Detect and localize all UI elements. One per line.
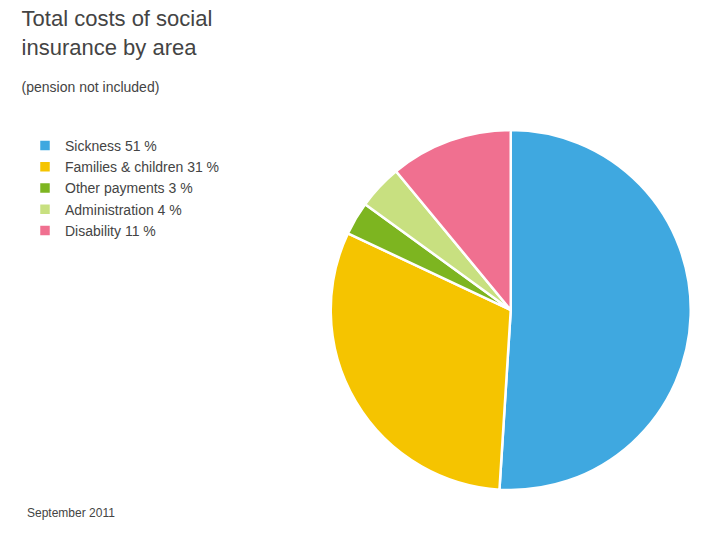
svg-text:(pension not included): (pension not included)	[22, 79, 160, 95]
svg-text:Families & children 31 %: Families & children 31 %	[65, 159, 219, 175]
svg-text:Sickness 51 %: Sickness 51 %	[65, 138, 157, 154]
svg-text:September 2011: September 2011	[27, 506, 115, 520]
svg-text:Other payments 3 %: Other payments 3 %	[65, 180, 193, 196]
svg-text:Total costs of socialinsurance: Total costs of socialinsurance by area	[22, 6, 213, 60]
svg-text:Disability 11 %: Disability 11 %	[65, 223, 156, 239]
svg-text:Administration 4 %: Administration 4 %	[65, 202, 182, 218]
